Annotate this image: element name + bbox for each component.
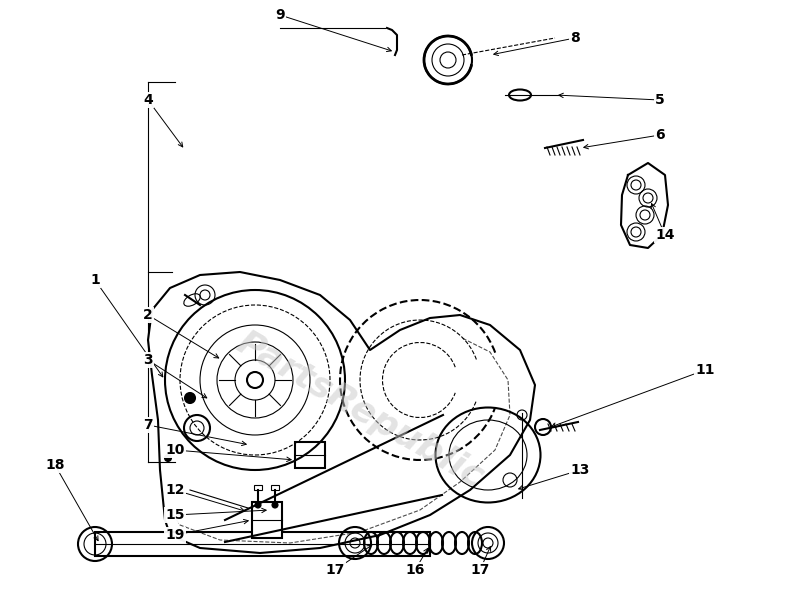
Text: 5: 5 <box>655 93 665 107</box>
Text: 12: 12 <box>166 483 185 497</box>
Bar <box>254 485 262 490</box>
Circle shape <box>272 502 278 508</box>
Circle shape <box>185 393 195 403</box>
Text: 16: 16 <box>406 563 425 577</box>
Text: 4: 4 <box>143 93 153 107</box>
Bar <box>95 532 430 556</box>
Circle shape <box>255 502 261 508</box>
Text: 11: 11 <box>695 363 714 377</box>
Text: 17: 17 <box>326 563 345 577</box>
Text: 15: 15 <box>166 508 185 522</box>
Text: 9: 9 <box>275 8 285 22</box>
Text: 18: 18 <box>46 458 65 472</box>
Text: 17: 17 <box>470 563 490 577</box>
Bar <box>252 502 282 538</box>
Text: 2: 2 <box>143 308 153 322</box>
Text: 13: 13 <box>570 463 590 477</box>
Text: 10: 10 <box>166 443 185 457</box>
Text: 1: 1 <box>90 273 100 287</box>
Circle shape <box>165 455 171 461</box>
Text: 3: 3 <box>143 353 153 367</box>
Text: 8: 8 <box>570 31 580 45</box>
Text: 7: 7 <box>143 418 153 432</box>
Bar <box>271 485 279 490</box>
Text: PartsRepublic: PartsRepublic <box>230 325 490 494</box>
Circle shape <box>247 372 263 388</box>
Text: 19: 19 <box>166 528 185 542</box>
Text: 6: 6 <box>655 128 665 142</box>
Bar <box>295 442 325 468</box>
Text: 14: 14 <box>655 228 674 242</box>
